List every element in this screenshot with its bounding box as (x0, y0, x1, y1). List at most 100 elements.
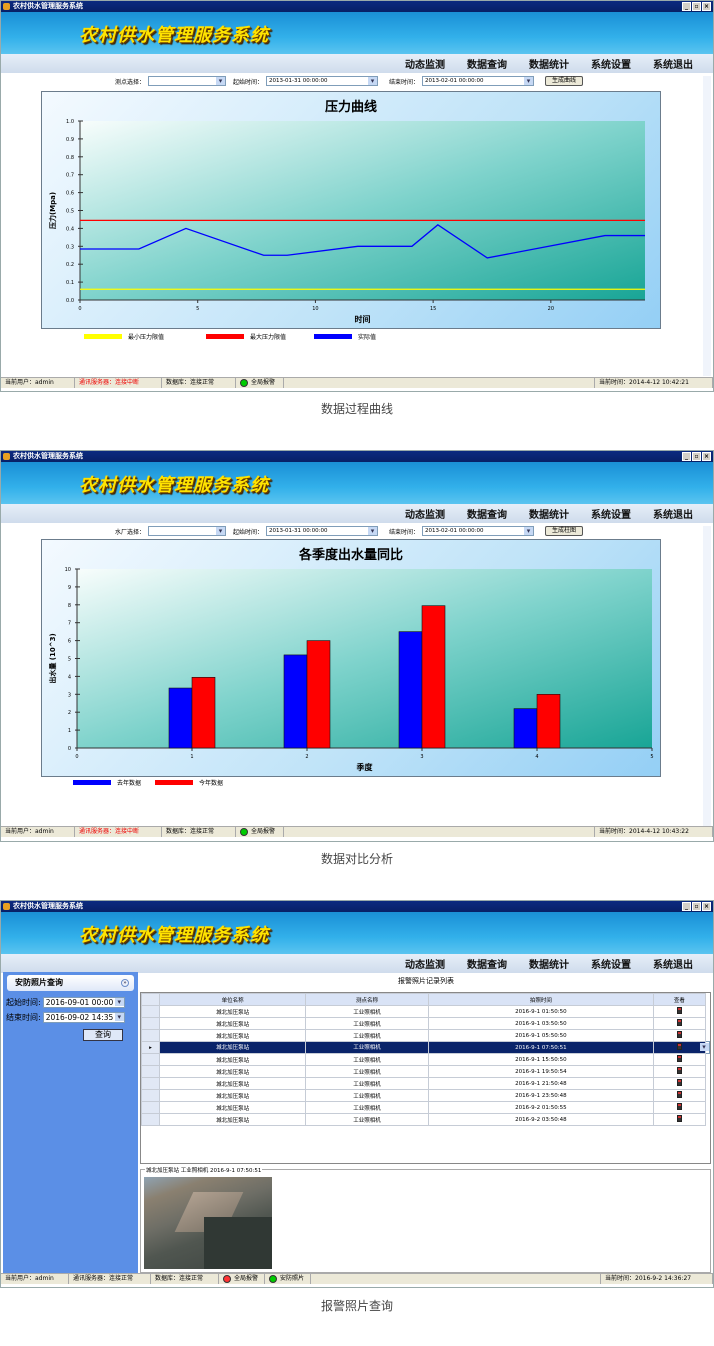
bar-q3-this-year (421, 605, 446, 749)
start-time-picker[interactable]: 2016-09-01 00:00 (42, 997, 125, 1008)
plant-select[interactable] (148, 526, 227, 536)
generate-bar-button[interactable]: 生成柱图 (545, 526, 584, 536)
table-row[interactable]: 城北加压泵站 工业照相机 2016-9-2 01:50:55 (141, 1101, 710, 1114)
menu-dynamic-monitor[interactable]: 动态监测 (405, 960, 445, 971)
cell-point: 工业照相机 (305, 1053, 429, 1066)
query-button[interactable]: 查询 (83, 1029, 123, 1041)
table-row[interactable]: 城北加压泵站 工业照相机 2016-9-1 05:50:50 (141, 1029, 710, 1042)
y-tick-label: 0.4 (66, 226, 74, 232)
row-selector[interactable] (141, 1005, 160, 1018)
menu-exit[interactable]: 系统退出 (653, 510, 693, 521)
view-photo-icon[interactable] (676, 1055, 682, 1062)
maximize-button[interactable]: ▫ (692, 902, 701, 911)
view-photo-icon[interactable] (676, 1103, 682, 1110)
cell-point: 工业照相机 (305, 1089, 429, 1102)
alarm-photo[interactable] (144, 1177, 272, 1269)
row-selector[interactable] (141, 1017, 160, 1030)
menu-data-stats[interactable]: 数据统计 (529, 60, 569, 71)
y-tick-label: 0.1 (66, 280, 74, 286)
view-cell[interactable] (653, 1005, 706, 1018)
menu-data-query[interactable]: 数据查询 (467, 510, 507, 521)
row-selector[interactable] (141, 1101, 160, 1114)
cell-unit: 城北加压泵站 (158, 1053, 307, 1066)
row-selector[interactable] (141, 1089, 160, 1102)
close-button[interactable]: × (702, 452, 711, 461)
menu-dynamic-monitor[interactable]: 动态监测 (405, 60, 445, 71)
menu-dynamic-monitor[interactable]: 动态监测 (405, 510, 445, 521)
table-row[interactable]: 城北加压泵站 工业照相机 2016-9-1 21:50:48 (141, 1077, 710, 1090)
minimize-button[interactable]: _ (682, 452, 691, 461)
table-row[interactable]: 城北加压泵站 工业照相机 2016-9-1 19:50:54 (141, 1065, 710, 1078)
end-time-select[interactable]: 2013-02-01 00:00:00 (422, 526, 535, 536)
minimize-button[interactable]: _ (682, 902, 691, 911)
table-row[interactable]: 城北加压泵站 工业照相机 2016-9-1 15:50:50 (141, 1053, 710, 1066)
x-axis-label: 时间 (355, 314, 371, 324)
row-selector[interactable] (141, 1113, 160, 1126)
view-cell[interactable] (653, 1113, 706, 1126)
menu-settings[interactable]: 系统设置 (591, 960, 631, 971)
cell-unit: 城北加压泵站 (158, 1041, 307, 1054)
table-row[interactable]: 城北加压泵站 工业照相机 2016-9-2 03:50:48 (141, 1113, 710, 1126)
maximize-button[interactable]: ▫ (692, 2, 701, 11)
point-label: 测点选择： (115, 78, 146, 86)
status-server: 通讯服务器：连接中断 (75, 378, 162, 388)
pressure-chart: 压力曲线 0.0 0.1 0.2 0.3 0.4 0.5 0.6 0.7 0.8 0.9 1.0 0 5… (41, 91, 661, 329)
vertical-scrollbar[interactable] (703, 526, 711, 826)
menu-data-query[interactable]: 数据查询 (467, 60, 507, 71)
view-cell[interactable] (653, 1041, 706, 1054)
view-photo-icon[interactable] (676, 1115, 682, 1122)
col-point[interactable]: 测点名称 (305, 993, 429, 1006)
legend: 去年数据 今年数据 (73, 778, 223, 787)
row-selector[interactable]: ▸ (141, 1041, 160, 1054)
view-photo-icon[interactable] (676, 1031, 682, 1038)
menu-data-stats[interactable]: 数据统计 (529, 510, 569, 521)
row-selector[interactable] (141, 1029, 160, 1042)
col-unit[interactable]: 单位名称 (158, 993, 307, 1006)
status-alarm: 全局报警 (234, 1275, 259, 1282)
view-photo-icon[interactable] (676, 1007, 682, 1014)
table-row[interactable]: 城北加压泵站 工业照相机 2016-9-1 03:50:50 (141, 1017, 710, 1030)
start-time-select[interactable]: 2013-01-31 00:00:00 (266, 76, 379, 86)
row-selector[interactable] (141, 1053, 160, 1066)
menu-data-stats[interactable]: 数据统计 (529, 960, 569, 971)
menu-exit[interactable]: 系统退出 (653, 960, 693, 971)
view-photo-icon[interactable] (676, 1067, 682, 1074)
view-cell[interactable] (653, 1077, 706, 1090)
cell-time: 2016-9-1 21:50:48 (427, 1077, 655, 1090)
view-photo-icon[interactable] (676, 1019, 682, 1026)
view-cell[interactable] (653, 1065, 706, 1078)
table-row[interactable]: 城北加压泵站 工业照相机 2016-9-1 01:50:50 (141, 1005, 710, 1018)
vertical-scrollbar[interactable] (703, 76, 711, 376)
menu-data-query[interactable]: 数据查询 (467, 960, 507, 971)
view-photo-icon[interactable] (676, 1091, 682, 1098)
menu-settings[interactable]: 系统设置 (591, 60, 631, 71)
point-select[interactable] (148, 76, 227, 86)
end-time-select[interactable]: 2013-02-01 00:00:00 (422, 76, 535, 86)
col-time[interactable]: 拍照时间 (427, 993, 655, 1006)
plot-area (80, 121, 645, 300)
maximize-button[interactable]: ▫ (692, 452, 701, 461)
minimize-button[interactable]: _ (682, 2, 691, 11)
view-cell[interactable] (653, 1089, 706, 1102)
end-time-picker[interactable]: 2016-09-02 14:35 (42, 1012, 125, 1023)
view-photo-icon[interactable] (676, 1042, 682, 1050)
table-row[interactable]: 城北加压泵站 工业照相机 2016-9-1 23:50:48 (141, 1089, 710, 1102)
start-time-select[interactable]: 2013-01-31 00:00:00 (266, 526, 379, 536)
view-cell[interactable] (653, 1017, 706, 1030)
menu-exit[interactable]: 系统退出 (653, 60, 693, 71)
cell-point: 工业照相机 (305, 1113, 429, 1126)
view-cell[interactable] (653, 1053, 706, 1066)
row-selector[interactable] (141, 1077, 160, 1090)
close-button[interactable]: × (702, 902, 711, 911)
generate-curve-button[interactable]: 生成曲线 (545, 76, 584, 86)
row-selector[interactable] (141, 1065, 160, 1078)
menu-settings[interactable]: 系统设置 (591, 510, 631, 521)
sidebar-header[interactable]: 安防照片查询 » (7, 975, 134, 991)
view-cell[interactable] (653, 1029, 706, 1042)
table-row[interactable]: ▸ 城北加压泵站 工业照相机 2016-9-1 07:50:51 (141, 1041, 710, 1054)
view-cell[interactable] (653, 1101, 706, 1114)
view-photo-icon[interactable] (676, 1079, 682, 1086)
col-view[interactable]: 查看 (653, 993, 706, 1006)
close-button[interactable]: × (702, 2, 711, 11)
collapse-icon[interactable]: » (121, 979, 129, 987)
